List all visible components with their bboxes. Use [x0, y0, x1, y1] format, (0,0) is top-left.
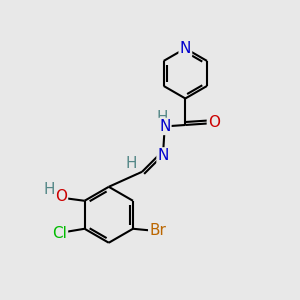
Text: Cl: Cl [52, 226, 67, 241]
Text: Br: Br [149, 223, 166, 238]
Text: O: O [55, 189, 67, 204]
Text: O: O [208, 115, 220, 130]
Text: H: H [157, 110, 168, 124]
Text: N: N [159, 119, 170, 134]
Text: H: H [44, 182, 55, 197]
Text: H: H [126, 156, 137, 171]
Text: N: N [180, 41, 191, 56]
Text: N: N [158, 148, 169, 164]
